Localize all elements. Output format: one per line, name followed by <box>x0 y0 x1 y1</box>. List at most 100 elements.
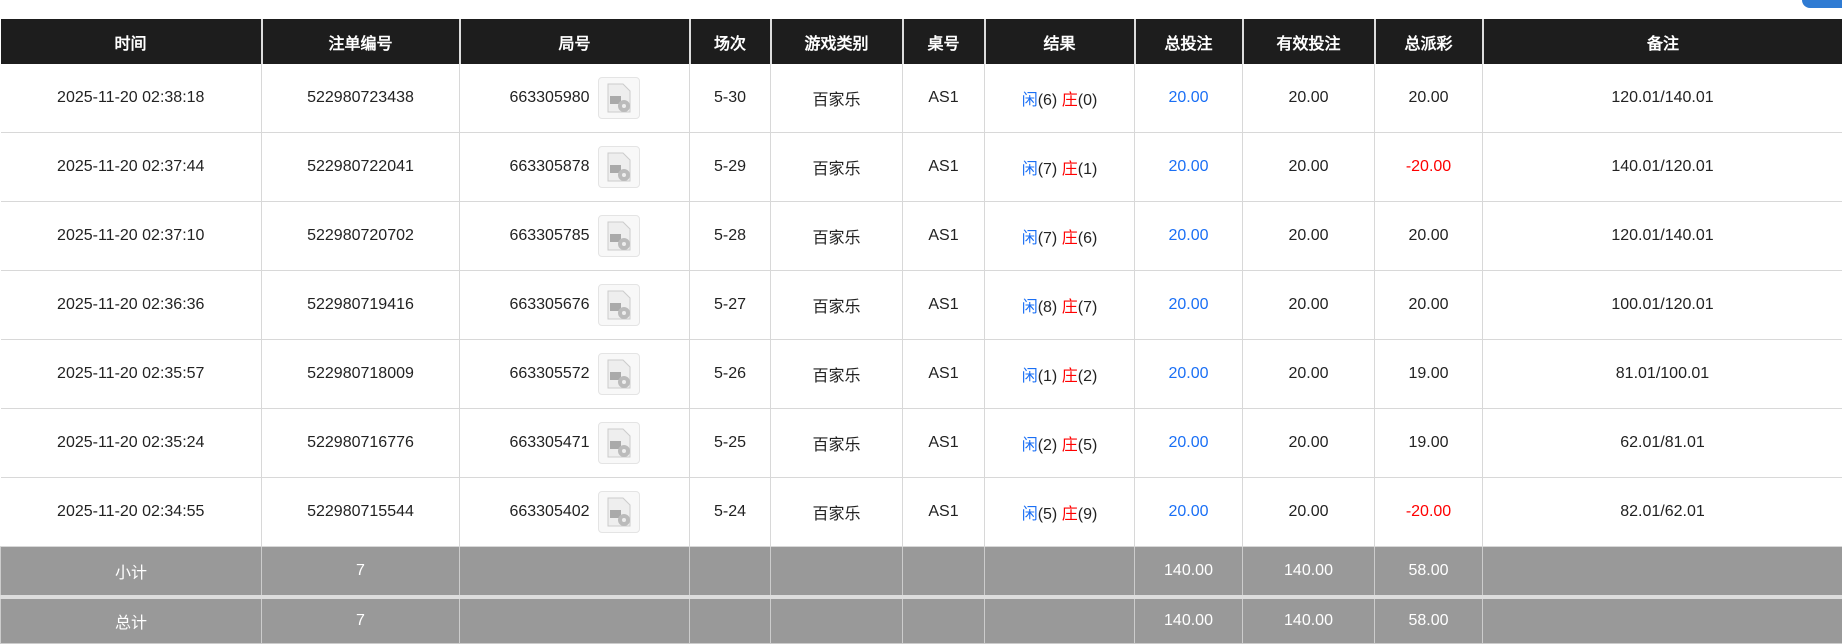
player-score: (7) <box>1038 161 1058 178</box>
player-score: (6) <box>1038 92 1058 109</box>
game-type-cell: 百家乐 <box>771 64 903 133</box>
video-replay-icon[interactable] <box>598 77 640 119</box>
shoe-cell: 5-26 <box>690 340 771 409</box>
valid-bet-cell: 20.00 <box>1243 409 1375 478</box>
banker-label: 庄 <box>1062 299 1078 316</box>
round-cell: 663305878 <box>460 133 690 202</box>
player-label: 闲 <box>1022 161 1038 178</box>
table-no-cell: AS1 <box>903 340 985 409</box>
total-count: 7 <box>262 597 460 644</box>
player-label: 闲 <box>1022 368 1038 385</box>
payout-cell: -20.00 <box>1375 133 1483 202</box>
bet-id-cell: 522980723438 <box>262 64 460 133</box>
total-bet-cell: 20.00 <box>1135 133 1243 202</box>
table-row: 2025-11-20 02:34:55 522980715544 6633054… <box>1 478 1842 547</box>
shoe-cell: 5-28 <box>690 202 771 271</box>
valid-bet-cell: 20.00 <box>1243 202 1375 271</box>
column-header-game-type: 游戏类别 <box>771 19 903 64</box>
player-score: (1) <box>1038 368 1058 385</box>
video-replay-icon[interactable] <box>598 491 640 533</box>
payout-cell: 19.00 <box>1375 409 1483 478</box>
banker-score: (1) <box>1078 161 1098 178</box>
time-cell: 2025-11-20 02:38:18 <box>1 64 262 133</box>
banker-score: (9) <box>1078 506 1098 523</box>
note-cell: 120.01/140.01 <box>1483 202 1842 271</box>
banker-score: (2) <box>1078 368 1098 385</box>
video-replay-icon[interactable] <box>598 284 640 326</box>
empty-cell <box>690 597 771 644</box>
table-no-cell: AS1 <box>903 478 985 547</box>
round-number: 663305402 <box>509 503 589 520</box>
note-cell: 120.01/140.01 <box>1483 64 1842 133</box>
valid-bet-cell: 20.00 <box>1243 133 1375 202</box>
total-bet: 140.00 <box>1135 597 1243 644</box>
total-bet-cell: 20.00 <box>1135 64 1243 133</box>
note-cell: 81.01/100.01 <box>1483 340 1842 409</box>
video-replay-icon[interactable] <box>598 215 640 257</box>
result-cell: 闲(2) 庄(5) <box>985 409 1135 478</box>
round-number: 663305572 <box>509 365 589 382</box>
bet-id-cell: 522980716776 <box>262 409 460 478</box>
banker-label: 庄 <box>1062 230 1078 247</box>
total-bet-cell: 20.00 <box>1135 340 1243 409</box>
banker-label: 庄 <box>1062 506 1078 523</box>
table-no-cell: AS1 <box>903 409 985 478</box>
banker-label: 庄 <box>1062 92 1078 109</box>
banker-score: (0) <box>1078 92 1098 109</box>
valid-bet-cell: 20.00 <box>1243 340 1375 409</box>
total-row: 总计 7 140.00 140.00 58.00 <box>1 597 1842 644</box>
shoe-cell: 5-25 <box>690 409 771 478</box>
round-number: 663305471 <box>509 434 589 451</box>
table-header: 时间注单编号局号场次游戏类别桌号结果总投注有效投注总派彩备注 <box>1 19 1842 64</box>
video-replay-icon[interactable] <box>598 422 640 464</box>
payout-cell: 20.00 <box>1375 271 1483 340</box>
total-bet-cell: 20.00 <box>1135 409 1243 478</box>
player-score: (2) <box>1038 437 1058 454</box>
column-header-table-no: 桌号 <box>903 19 985 64</box>
subtotal-payout: 58.00 <box>1375 547 1483 598</box>
total-valid: 140.00 <box>1243 597 1375 644</box>
time-cell: 2025-11-20 02:36:36 <box>1 271 262 340</box>
payout-cell: 20.00 <box>1375 64 1483 133</box>
top-right-button-edge[interactable] <box>1802 0 1842 8</box>
result-cell: 闲(6) 庄(0) <box>985 64 1135 133</box>
player-score: (8) <box>1038 299 1058 316</box>
game-type-cell: 百家乐 <box>771 340 903 409</box>
column-header-shoe: 场次 <box>690 19 771 64</box>
result-cell: 闲(5) 庄(9) <box>985 478 1135 547</box>
valid-bet-cell: 20.00 <box>1243 64 1375 133</box>
empty-cell <box>460 547 690 598</box>
player-score: (7) <box>1038 230 1058 247</box>
table-row: 2025-11-20 02:38:18 522980723438 6633059… <box>1 64 1842 133</box>
payout-cell: -20.00 <box>1375 478 1483 547</box>
video-replay-icon[interactable] <box>598 353 640 395</box>
column-header-valid-bet: 有效投注 <box>1243 19 1375 64</box>
empty-cell <box>771 597 903 644</box>
column-header-time: 时间 <box>1 19 262 64</box>
empty-cell <box>903 597 985 644</box>
note-cell: 82.01/62.01 <box>1483 478 1842 547</box>
round-number: 663305878 <box>509 158 589 175</box>
result-cell: 闲(1) 庄(2) <box>985 340 1135 409</box>
shoe-cell: 5-30 <box>690 64 771 133</box>
payout-cell: 20.00 <box>1375 202 1483 271</box>
table-no-cell: AS1 <box>903 271 985 340</box>
game-type-cell: 百家乐 <box>771 271 903 340</box>
column-header-bet-id: 注单编号 <box>262 19 460 64</box>
time-cell: 2025-11-20 02:34:55 <box>1 478 262 547</box>
table-no-cell: AS1 <box>903 202 985 271</box>
column-header-total-payout: 总派彩 <box>1375 19 1483 64</box>
result-cell: 闲(7) 庄(6) <box>985 202 1135 271</box>
game-type-cell: 百家乐 <box>771 133 903 202</box>
total-label: 总计 <box>1 597 262 644</box>
note-cell: 140.01/120.01 <box>1483 133 1842 202</box>
empty-cell <box>1483 597 1842 644</box>
round-cell: 663305980 <box>460 64 690 133</box>
column-header-round: 局号 <box>460 19 690 64</box>
time-cell: 2025-11-20 02:37:10 <box>1 202 262 271</box>
banker-score: (5) <box>1078 437 1098 454</box>
player-label: 闲 <box>1022 506 1038 523</box>
round-number: 663305980 <box>509 89 589 106</box>
banker-score: (6) <box>1078 230 1098 247</box>
video-replay-icon[interactable] <box>598 146 640 188</box>
